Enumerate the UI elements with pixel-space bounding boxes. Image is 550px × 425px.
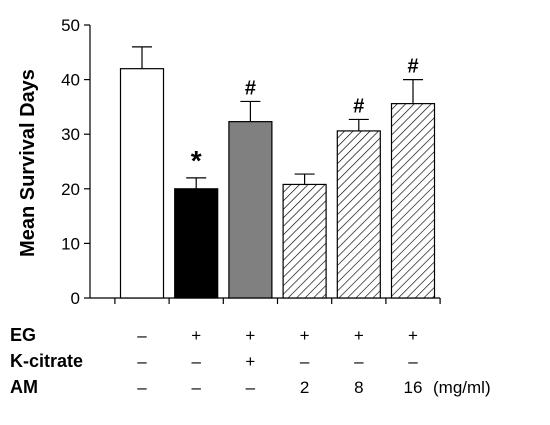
condition-value: – bbox=[246, 378, 256, 397]
condition-value: – bbox=[354, 352, 364, 371]
y-tick-label: 30 bbox=[61, 125, 80, 144]
condition-value: – bbox=[191, 352, 201, 371]
condition-value: 2 bbox=[300, 378, 309, 397]
condition-value: + bbox=[300, 326, 310, 345]
condition-value: + bbox=[408, 326, 418, 345]
bars: * # # # bbox=[119, 46, 436, 299]
condition-label: EG bbox=[10, 325, 36, 345]
condition-value: + bbox=[354, 326, 364, 345]
significance-mark: # bbox=[353, 95, 364, 117]
condition-value: + bbox=[245, 352, 255, 371]
y-ticks: 0 10 20 30 40 50 bbox=[61, 16, 90, 308]
bar bbox=[174, 188, 219, 299]
significance-mark: # bbox=[407, 56, 418, 78]
condition-label: AM bbox=[10, 377, 38, 397]
condition-value: 8 bbox=[354, 378, 363, 397]
y-tick-label: 50 bbox=[61, 16, 80, 35]
condition-table: EG – + + + + + K-citrate – – + – – – AM – – – 2 8 16 bbox=[10, 325, 422, 397]
y-tick-label: 0 bbox=[71, 289, 80, 308]
condition-label: K-citrate bbox=[10, 351, 83, 371]
condition-value: – bbox=[137, 378, 147, 397]
condition-value: + bbox=[191, 326, 201, 345]
condition-value: – bbox=[408, 352, 418, 371]
condition-value: + bbox=[245, 326, 255, 345]
condition-value: 16 bbox=[404, 378, 423, 397]
unit-note: (mg/ml) bbox=[433, 378, 491, 397]
condition-value: – bbox=[137, 326, 147, 345]
y-tick-label: 10 bbox=[61, 234, 80, 253]
condition-value: – bbox=[191, 378, 201, 397]
bar bbox=[228, 121, 273, 299]
y-tick-label: 40 bbox=[61, 71, 80, 90]
condition-value: – bbox=[137, 352, 147, 371]
significance-mark: # bbox=[245, 77, 256, 99]
condition-value: – bbox=[300, 352, 310, 371]
bar bbox=[282, 183, 327, 299]
bar bbox=[336, 130, 381, 299]
bar bbox=[390, 103, 436, 299]
significance-mark: * bbox=[191, 145, 202, 176]
y-tick-label: 20 bbox=[61, 180, 80, 199]
bar bbox=[119, 68, 165, 299]
y-axis-label: Mean Survival Days bbox=[17, 69, 39, 257]
